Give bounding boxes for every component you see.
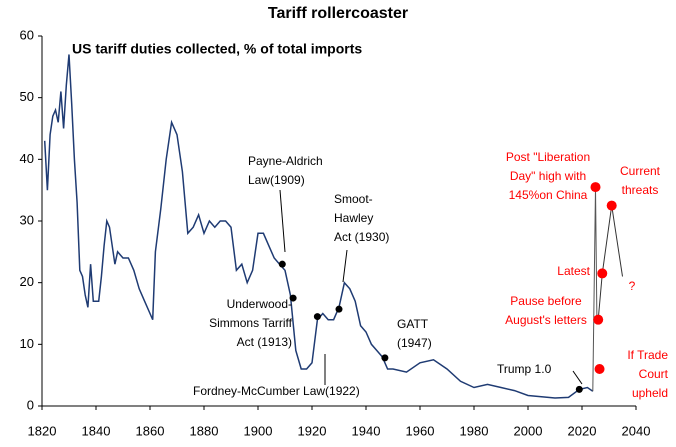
- y-tick-label: 20: [20, 274, 34, 289]
- annotation: Day" high with: [510, 169, 586, 183]
- x-tick-label: 1960: [406, 423, 435, 438]
- annotation: 145%on China: [509, 188, 588, 202]
- y-tick-label: 40: [20, 151, 34, 166]
- x-tick-label: 1900: [244, 423, 273, 438]
- annotation: If Trade: [627, 348, 668, 362]
- x-tick-label: 1940: [352, 423, 381, 438]
- annotation: threats: [622, 183, 659, 197]
- x-tick-label: 1980: [460, 423, 489, 438]
- annotation: (1947): [397, 336, 432, 350]
- annotation: Simmons Tarriff: [209, 316, 293, 330]
- x-tick-label: 2000: [514, 423, 543, 438]
- point: [575, 385, 583, 393]
- annotation: Hawley: [334, 211, 373, 225]
- annotation: GATT: [397, 317, 429, 331]
- arrow: [279, 189, 286, 253]
- x-tick-label: 1840: [82, 423, 111, 438]
- annotation: Pause before: [510, 294, 582, 308]
- annotation-arrows: [279, 189, 583, 385]
- y-tick-label: 60: [20, 27, 34, 42]
- point: [606, 200, 617, 211]
- annotation: ?: [629, 279, 636, 293]
- annotation: Court: [639, 367, 669, 381]
- annotation: Latest: [557, 264, 590, 278]
- annotation: Current: [620, 164, 661, 178]
- arrow: [572, 370, 583, 385]
- point: [381, 354, 389, 362]
- y-tick-label: 0: [27, 397, 34, 412]
- annotation: Post "Liberation: [506, 150, 590, 164]
- arrow: [342, 249, 348, 283]
- chart-subtitle: US tariff duties collected, % of total i…: [72, 41, 362, 57]
- point: [594, 364, 605, 374]
- annotation: upheld: [632, 386, 668, 400]
- point: [335, 305, 343, 313]
- x-tick-label: 1820: [28, 423, 57, 438]
- y-tick-label: 10: [20, 336, 34, 351]
- point: [593, 314, 604, 325]
- point: [289, 294, 297, 302]
- x-tick-label: 1920: [298, 423, 327, 438]
- annotation: Trump 1.0: [497, 362, 552, 376]
- point: [313, 313, 321, 321]
- y-tick-label: 30: [20, 212, 34, 227]
- y-tick-label: 50: [20, 89, 34, 104]
- annotation: August's letters: [505, 313, 587, 327]
- point: [597, 268, 608, 279]
- line: [597, 205, 623, 320]
- annotation: Fordney-McCumber Law(1922): [193, 384, 360, 398]
- line: [43, 54, 594, 399]
- annotation: Act (1913): [237, 335, 292, 349]
- annotation: Underwood-: [227, 297, 292, 311]
- x-tick-label: 2020: [568, 423, 597, 438]
- annotation: Payne-Aldrich: [248, 154, 323, 168]
- annotation: Law(1909): [248, 173, 305, 187]
- x-tick-label: 1880: [190, 423, 219, 438]
- annotation: Smoot-: [334, 192, 373, 206]
- x-tick-label: 1860: [136, 423, 165, 438]
- chart-title: Tariff rollercoaster: [268, 5, 408, 22]
- annotation: Act (1930): [334, 230, 389, 244]
- x-tick-label: 2040: [622, 423, 651, 438]
- point: [278, 260, 286, 268]
- point: [590, 182, 601, 193]
